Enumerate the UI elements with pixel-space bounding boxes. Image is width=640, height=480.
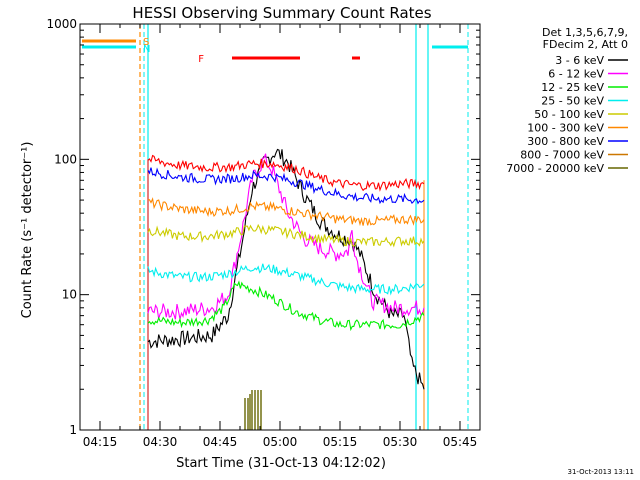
x-tick-label: 05:30 [383,435,418,449]
axes: 1 10 100 1000 04:15 04:30 04:45 05:00 05:15 05:30… [46,17,481,449]
x-axis-label: Start Time (31-Oct-13 04:12:02) [176,456,386,471]
flag-label: F [198,54,204,65]
y-tick-label: 10 [62,288,77,302]
y-axis-label: Count Rate (s⁻¹ detector⁻¹) [20,142,35,319]
legend-label: 3 - 6 keV [555,54,604,67]
timestamp: 31-Oct-2013 13:11 [568,468,634,476]
legend-header: FDecim 2, Att 0 [543,38,628,51]
x-tick-label: 04:45 [203,435,238,449]
x-tick-label: 05:00 [263,435,298,449]
y-tick-label: 1000 [46,17,77,31]
series-3-6-kev-line [147,148,425,390]
x-tick-label: 04:15 [83,435,118,449]
x-tick-label: 04:30 [143,435,178,449]
series-300-800-kev-line [147,167,425,205]
legend-label: 25 - 50 keV [541,95,604,108]
legend-label: 12 - 25 keV [541,81,604,94]
legend-label: 300 - 800 keV [527,135,604,148]
series-50-100-kev-line [147,223,425,248]
flag-label: N [143,44,150,55]
legend-label: 6 - 12 keV [548,68,604,81]
legend-label: 100 - 300 keV [527,122,604,135]
series-100-300-kev-line [147,197,425,227]
series-unnamed-line [147,154,425,192]
legend-label: 7000 - 20000 keV [506,162,604,175]
x-tick-label: 05:15 [323,435,358,449]
chart-title: HESSI Observing Summary Count Rates [132,4,431,22]
legend: Det 1,3,5,6,7,9,FDecim 2, Att 0 3 - 6 keV… [506,26,628,175]
series-25-50-kev-line [147,263,425,296]
series-6-12-kev-line [147,153,425,320]
flag-label: S [143,37,149,48]
x-tick-label: 05:45 [443,435,478,449]
y-tick-label: 1 [69,423,77,437]
y-tick-label: 100 [54,152,77,166]
plot-area: SN F [82,24,469,430]
legend-label: 50 - 100 keV [534,108,604,121]
legend-header: Det 1,3,5,6,7,9, [542,26,628,39]
series-12-25-kev-line [147,280,425,332]
legend-label: 800 - 7000 keV [520,149,604,162]
